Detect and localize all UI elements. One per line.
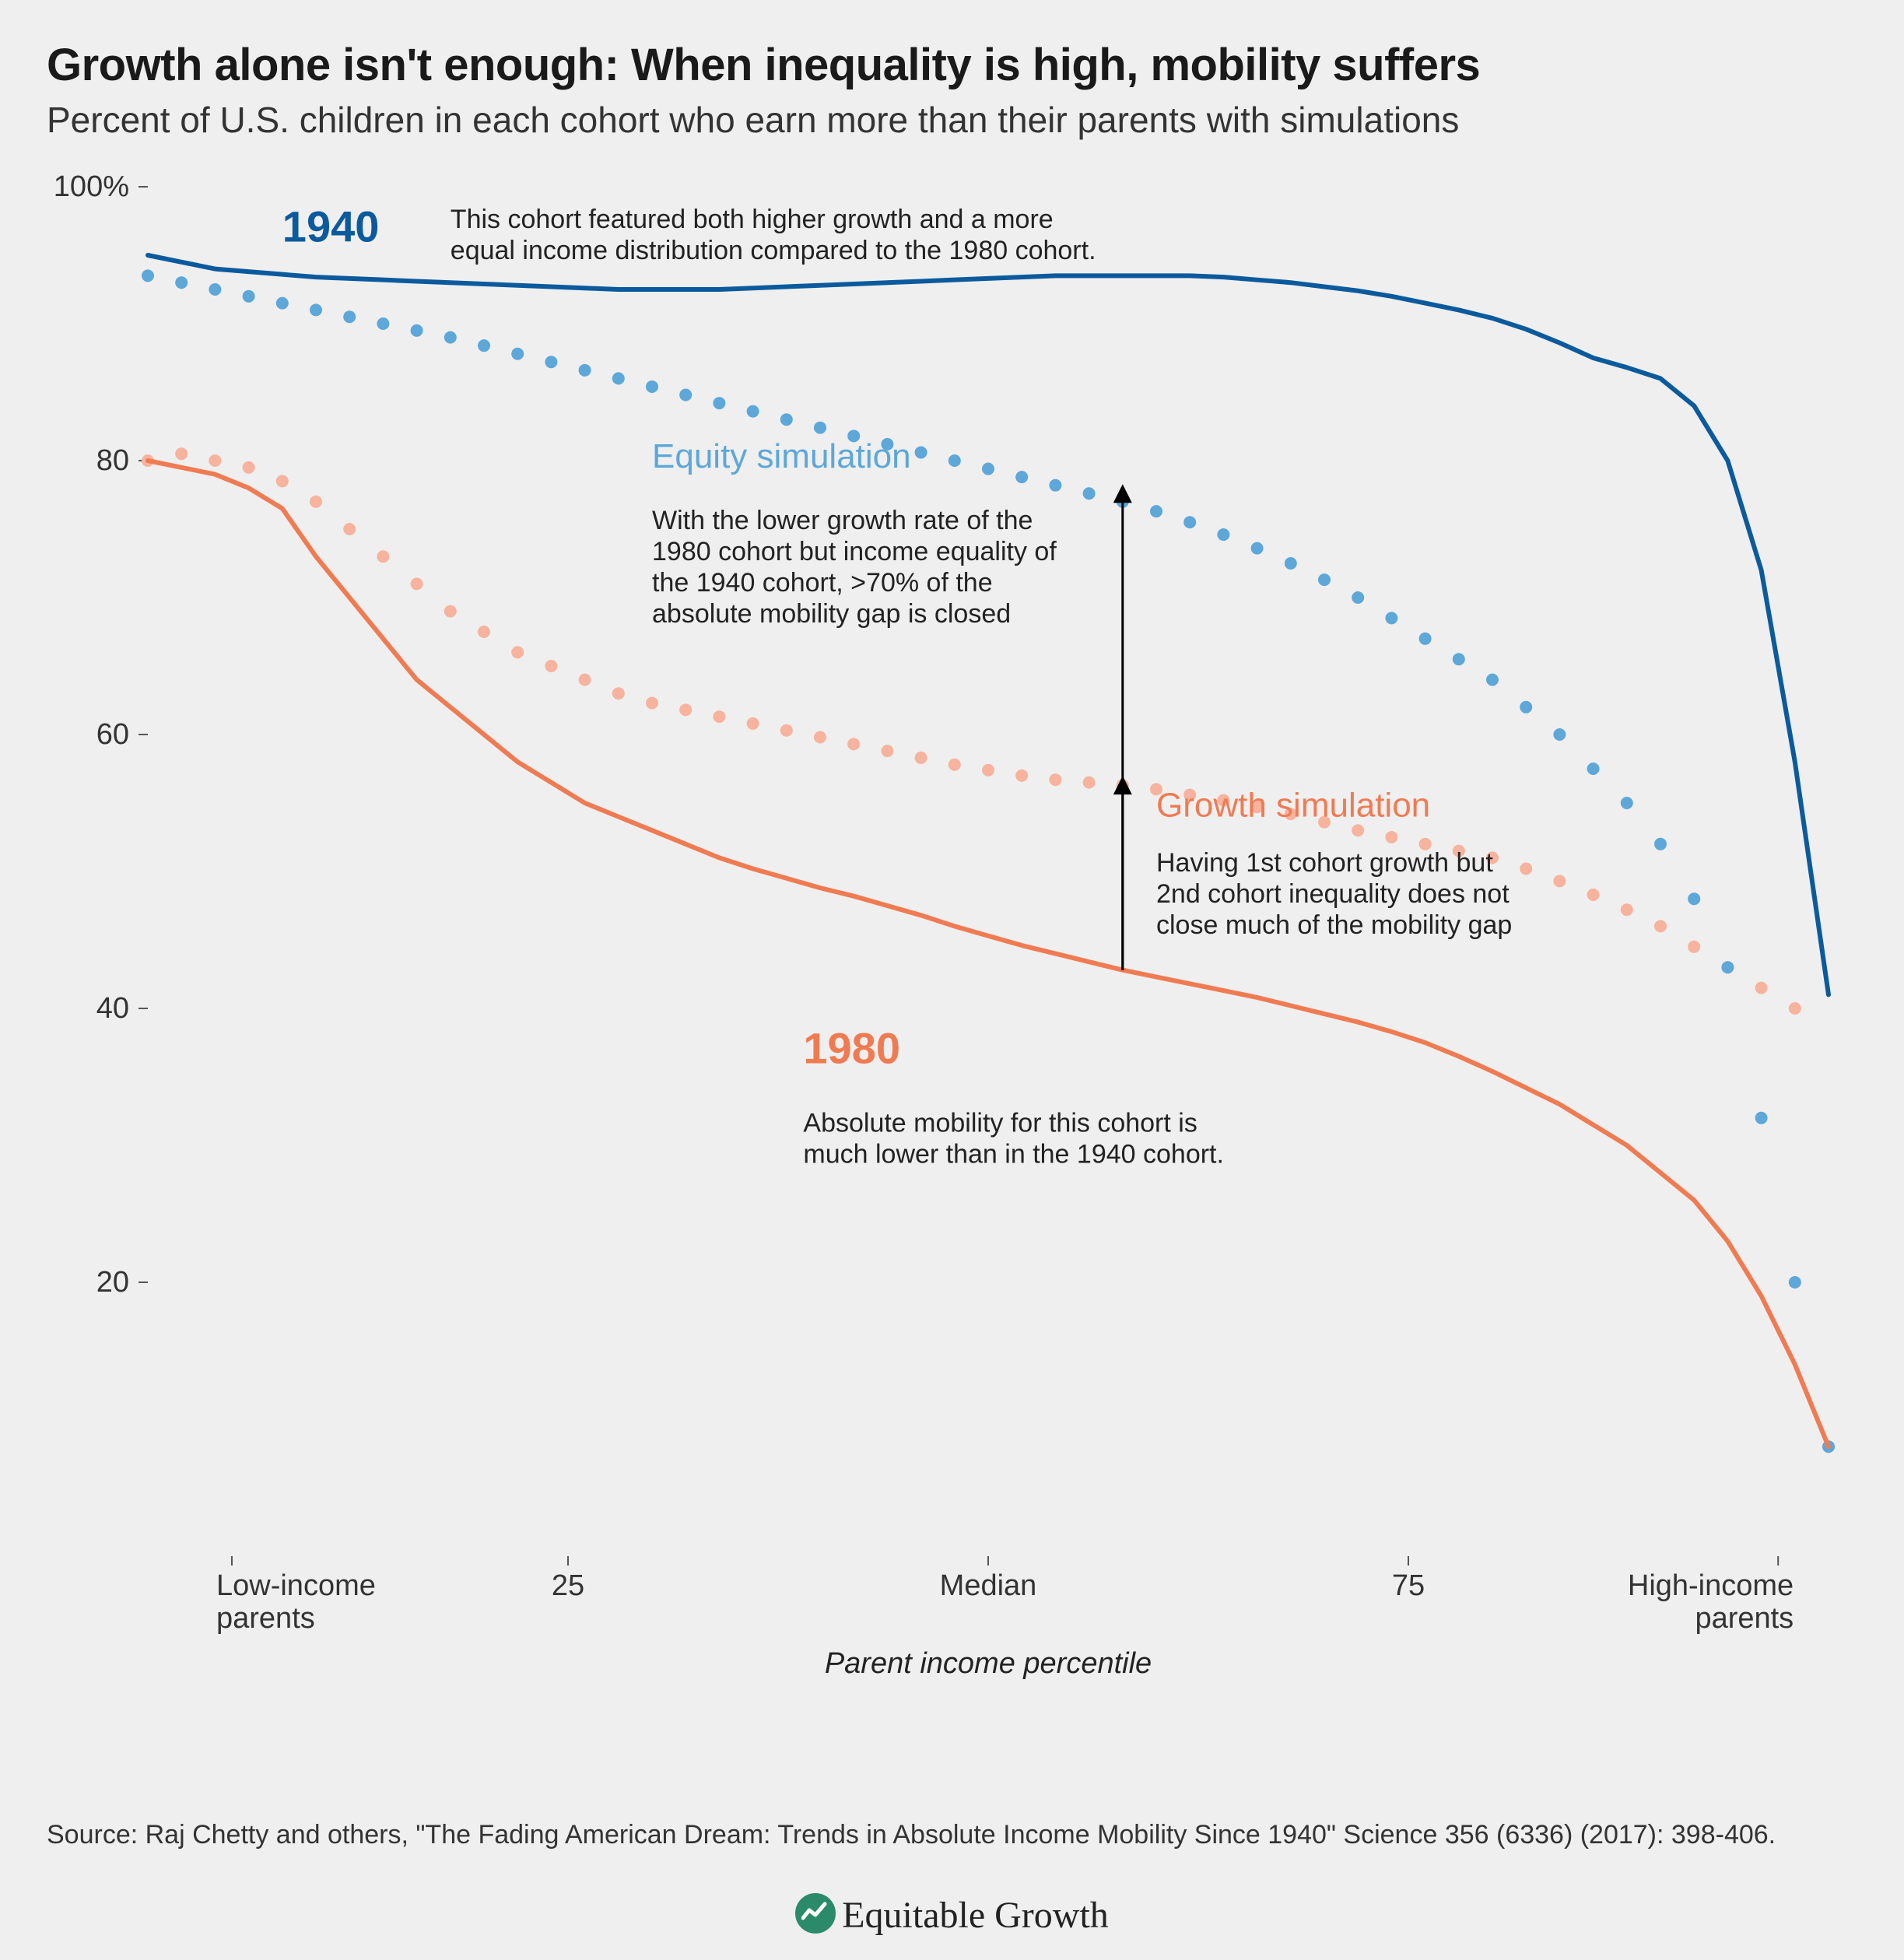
label-equity: Equity simulation: [652, 437, 911, 475]
label-1940: 1940: [282, 202, 380, 251]
label-growth: Growth simulation: [1156, 787, 1430, 825]
desc-equity: absolute mobility gap is closed: [652, 599, 1011, 629]
desc-growth: 2nd cohort inequality does not: [1156, 879, 1510, 909]
logo-text: Equitable Growth: [842, 1895, 1109, 1936]
chart-title: Growth alone isn't enough: When inequali…: [47, 39, 1857, 91]
desc-1980: Absolute mobility for this cohort is: [803, 1108, 1197, 1138]
x-tick-label: Low-income: [216, 1569, 376, 1602]
x-tick-label: 25: [552, 1569, 584, 1602]
x-tick-label: parents: [216, 1602, 315, 1635]
x-axis-title: Parent income percentile: [825, 1647, 1152, 1680]
chart-svg: 20406080100%Low-incomeparents25Median75H…: [47, 171, 1852, 1727]
x-tick-label: parents: [1695, 1602, 1794, 1635]
desc-growth: close much of the mobility gap: [1156, 910, 1512, 940]
y-tick-label: 80: [96, 444, 129, 477]
series-growth-sim: [142, 447, 1835, 1453]
logo: Equitable Growth: [0, 1893, 1904, 1937]
y-tick-label: 40: [96, 992, 129, 1025]
label-1980: 1980: [803, 1023, 900, 1072]
desc-equity: With the lower growth rate of the: [652, 506, 1033, 535]
desc-equity: the 1940 cohort, >70% of the: [652, 568, 993, 598]
y-tick-label: 100%: [54, 171, 129, 203]
y-tick-label: 60: [96, 718, 129, 751]
chart-area: 20406080100%Low-incomeparents25Median75H…: [47, 171, 1852, 1727]
desc-1940: This cohort featured both higher growth …: [451, 205, 1054, 234]
desc-1940: equal income distribution compared to th…: [451, 236, 1096, 265]
desc-1980: much lower than in the 1940 cohort.: [803, 1139, 1224, 1169]
x-tick-label: 75: [1392, 1569, 1425, 1602]
y-tick-label: 20: [96, 1266, 129, 1299]
logo-icon: [795, 1893, 836, 1934]
desc-growth: Having 1st cohort growth but: [1156, 848, 1493, 878]
source-text: Source: Raj Chetty and others, "The Fadi…: [47, 1818, 1852, 1852]
desc-equity: 1980 cohort but income equality of: [652, 537, 1057, 566]
figure-container: Growth alone isn't enough: When inequali…: [0, 0, 1904, 1960]
x-tick-label: Median: [940, 1569, 1037, 1602]
x-tick-label: High-income: [1628, 1569, 1794, 1602]
series-equity-sim: [142, 269, 1835, 1453]
chart-subtitle: Percent of U.S. children in each cohort …: [47, 99, 1857, 141]
